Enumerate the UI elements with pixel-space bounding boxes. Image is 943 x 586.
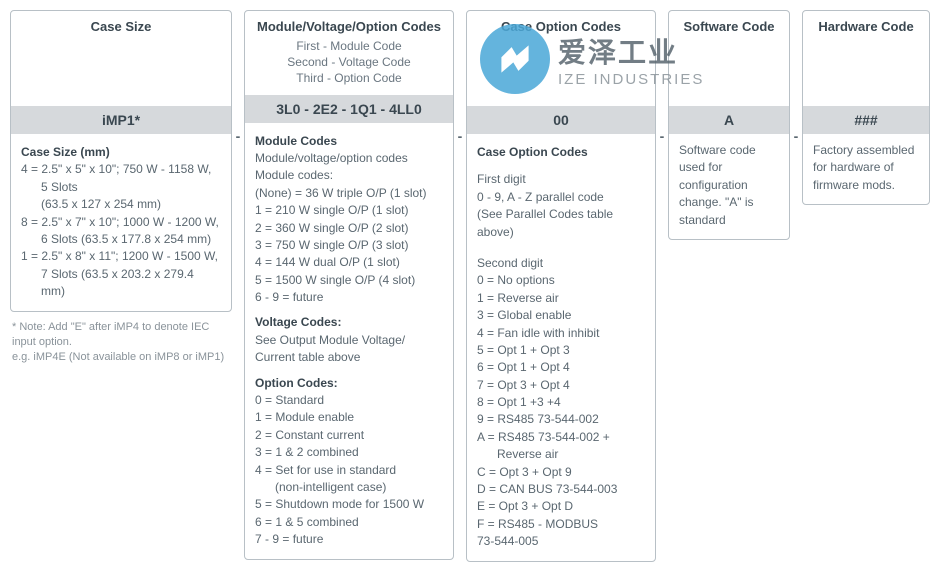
caseopt-row: 73-544-005: [477, 533, 645, 550]
option-code-row: 6 = 1 & 5 combined: [255, 514, 443, 531]
module-sub: First - Module Code: [249, 38, 449, 54]
software-column: Software Code A Software code used for c…: [668, 10, 790, 240]
case-note: e.g. iMP4E (Not available on iMP8 or iMP…: [12, 350, 230, 365]
software-band: A: [669, 106, 789, 134]
module-code-row: 4 = 144 W dual O/P (1 slot): [255, 254, 443, 271]
case-row: 6 Slots (63.5 x 177.8 x 254 mm): [21, 231, 221, 248]
caseopt-row: F = RS485 - MODBUS: [477, 516, 645, 533]
caseopt-row: 4 = Fan idle with inhibit: [477, 325, 645, 342]
module-code-row: 3 = 750 W single O/P (3 slot): [255, 237, 443, 254]
caseopt-row: A = RS485 73-544-002 +: [477, 429, 645, 446]
caseopt-row: 3 = Global enable: [477, 307, 645, 324]
case-option-column: Case Option Codes 00 Case Option Codes F…: [466, 10, 656, 562]
caseopt-row: E = Opt 3 + Opt D: [477, 498, 645, 515]
module-code-row: Module/voltage/option codes: [255, 150, 443, 167]
option-code-row: 1 = Module enable: [255, 409, 443, 426]
option-code-row: 5 = Shutdown mode for 1500 W: [255, 496, 443, 513]
caseopt-second-head: Second digit: [477, 255, 645, 272]
module-code-row: 1 = 210 W single O/P (1 slot): [255, 202, 443, 219]
module-band: 3L0 - 2E2 - 1Q1 - 4LL0: [245, 95, 453, 123]
caseopt-row: 0 = No options: [477, 272, 645, 289]
hardware-column: Hardware Code ### Factory assembled for …: [802, 10, 930, 205]
caseopt-row: Reverse air: [477, 446, 645, 463]
hardware-band: ###: [803, 106, 929, 134]
module-code-row: 6 - 9 = future: [255, 289, 443, 306]
module-code-row: (None) = 36 W triple O/P (1 slot): [255, 185, 443, 202]
option-code-row: (non-intelligent case): [255, 479, 443, 496]
option-code-row: 7 - 9 = future: [255, 531, 443, 548]
hardware-header: Hardware Code: [803, 11, 929, 38]
module-code-row: 5 = 1500 W single O/P (4 slot): [255, 272, 443, 289]
module-sub: Second - Voltage Code: [249, 54, 449, 70]
option-code-row: 3 = 1 & 2 combined: [255, 444, 443, 461]
voltage-codes-head: Voltage Codes:: [255, 314, 443, 331]
option-code-row: 0 = Standard: [255, 392, 443, 409]
caseopt-band: 00: [467, 106, 655, 134]
caseopt-row: 6 = Opt 1 + Opt 4: [477, 359, 645, 376]
caseopt-body-head: Case Option Codes: [477, 144, 645, 161]
case-row: 1 = 2.5" x 8" x 11"; 1200 W - 1500 W,: [21, 248, 221, 265]
module-column: Module/Voltage/Option Codes First - Modu…: [244, 10, 454, 560]
caseopt-row: 1 = Reverse air: [477, 290, 645, 307]
caseopt-row: D = CAN BUS 73-544-003: [477, 481, 645, 498]
caseopt-row: 7 = Opt 3 + Opt 4: [477, 377, 645, 394]
option-code-row: 4 = Set for use in standard: [255, 462, 443, 479]
case-size-column: Case Size iMP1* Case Size (mm) 4 = 2.5" …: [10, 10, 232, 366]
hardware-text: Factory assembled for hardware of firmwa…: [813, 142, 919, 194]
voltage-code-text: See Output Module Voltage/ Current table…: [255, 332, 443, 367]
module-code-row: 2 = 360 W single O/P (2 slot): [255, 220, 443, 237]
case-row: 4 = 2.5" x 5" x 10"; 750 W - 1158 W,: [21, 161, 221, 178]
module-code-row: Module codes:: [255, 167, 443, 184]
case-band: iMP1*: [11, 106, 231, 134]
option-codes-head: Option Codes:: [255, 375, 443, 392]
module-codes-head: Module Codes: [255, 133, 443, 150]
caseopt-first-head: First digit: [477, 171, 645, 188]
case-row: (63.5 x 127 x 254 mm): [21, 196, 221, 213]
case-row: 7 Slots (63.5 x 203.2 x 279.4 mm): [21, 266, 221, 301]
software-text: Software code used for configuration cha…: [679, 142, 779, 229]
caseopt-row: 8 = Opt 1 +3 +4: [477, 394, 645, 411]
caseopt-row: 9 = RS485 73-544-002: [477, 411, 645, 428]
option-code-row: 2 = Constant current: [255, 427, 443, 444]
caseopt-header: Case Option Codes: [467, 11, 655, 38]
case-header: Case Size: [11, 11, 231, 38]
case-body-head: Case Size (mm): [21, 144, 221, 161]
module-header: Module/Voltage/Option Codes: [245, 11, 453, 38]
case-note: * Note: Add "E" after iMP4 to denote IEC…: [12, 320, 230, 351]
software-header: Software Code: [669, 11, 789, 38]
case-row: 8 = 2.5" x 7" x 10"; 1000 W - 1200 W,: [21, 214, 221, 231]
ordering-code-diagram: 爱泽工业 IZE INDUSTRIES Case Size iMP1* Case…: [10, 10, 933, 562]
caseopt-row: 0 - 9, A - Z parallel code: [477, 189, 645, 206]
caseopt-row: 5 = Opt 1 + Opt 3: [477, 342, 645, 359]
caseopt-row: C = Opt 3 + Opt 9: [477, 464, 645, 481]
case-row: 5 Slots: [21, 179, 221, 196]
caseopt-row: (See Parallel Codes table above): [477, 206, 645, 241]
module-sub: Third - Option Code: [249, 70, 449, 86]
